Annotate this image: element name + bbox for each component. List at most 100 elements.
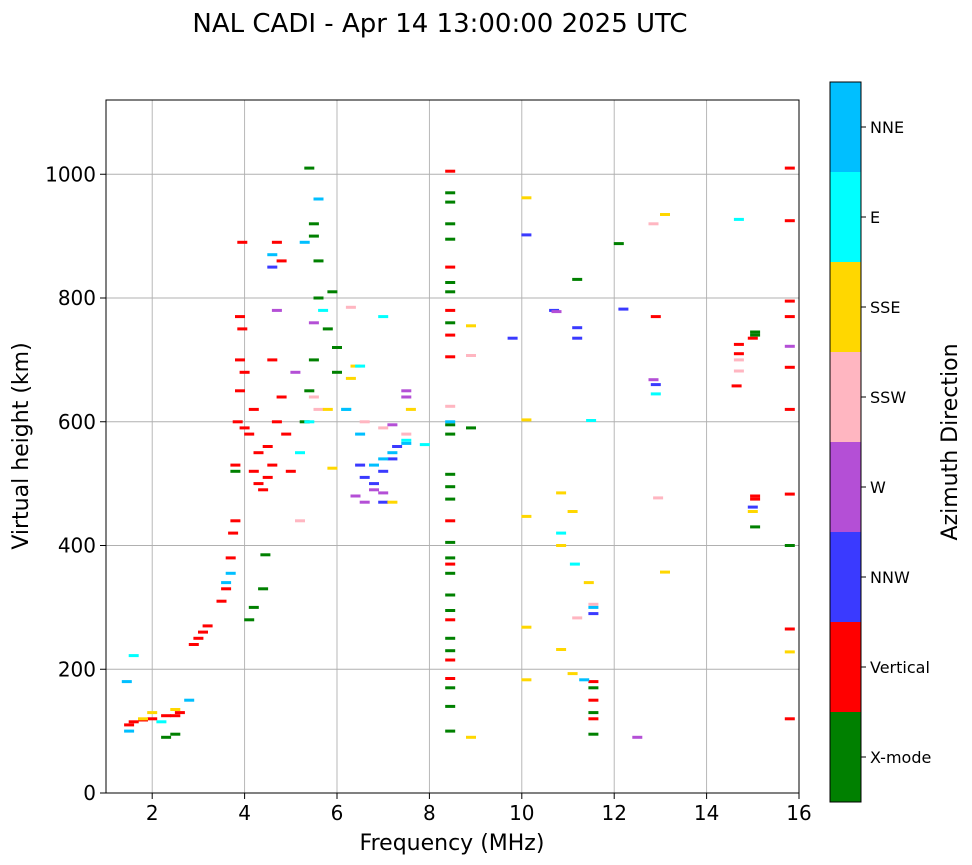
data-point-w (350, 494, 361, 498)
data-point-nne (121, 680, 132, 684)
x-tick-label: 14 (694, 801, 719, 825)
data-point-e (733, 217, 744, 221)
data-point-x-mode (750, 525, 761, 529)
data-point-w (378, 491, 389, 495)
data-point-nnw (378, 500, 389, 504)
data-point-x-mode (332, 370, 342, 374)
data-point-x-mode (445, 729, 456, 733)
data-point-vertical (747, 336, 758, 340)
axis-ticks: 2 4 6 8 10 12 14 16 0 200 400 600 800 1000 (45, 162, 812, 825)
data-point-vertical (248, 469, 259, 473)
data-point-x-mode (161, 735, 172, 739)
x-axis-label: Frequency (MHz) (360, 831, 545, 856)
x-tick-label: 12 (601, 801, 626, 825)
data-point-vertical (258, 488, 269, 492)
data-point-sse (387, 500, 398, 504)
colorbar-segment (830, 622, 861, 712)
data-point-e (128, 654, 139, 658)
data-point-w (290, 370, 301, 374)
x-tick-label: 2 (146, 801, 159, 825)
data-point-ssw (572, 616, 583, 620)
data-point-sse (521, 514, 532, 518)
data-point-x-mode (445, 593, 456, 597)
data-point-vertical (784, 219, 795, 223)
data-point-x-mode (445, 556, 456, 560)
data-point-x-mode (445, 571, 456, 575)
data-point-x-mode (445, 222, 456, 226)
data-point-nnw (359, 475, 370, 479)
data-point-vertical (230, 463, 241, 467)
colorbar-title: Azimuth Direction (938, 343, 963, 540)
data-point-ssw (345, 305, 356, 309)
data-point-x-mode (308, 358, 319, 362)
data-point-vertical (281, 432, 292, 436)
data-point-nnw (521, 233, 532, 237)
data-point-x-mode (244, 618, 255, 622)
data-point-x-mode (445, 609, 456, 612)
data-point-x-mode (304, 166, 315, 170)
data-point-ssw (359, 420, 370, 424)
data-point-sse (521, 625, 532, 629)
data-point-vertical (239, 370, 250, 374)
data-point-nnw (378, 469, 389, 473)
data-point-vertical (235, 389, 245, 393)
colorbar-segment (830, 442, 861, 532)
data-point-sse (147, 711, 158, 715)
data-point-sse (345, 376, 356, 380)
data-point-sse (784, 650, 795, 654)
data-point-nne (588, 605, 599, 609)
data-point-nnw (588, 612, 599, 616)
data-point-w (551, 310, 562, 314)
data-point-vertical (445, 333, 456, 337)
data-point-e (419, 443, 430, 447)
data-point-vertical (445, 658, 456, 662)
colorbar-label: X-mode (870, 748, 931, 767)
data-point-vertical (188, 643, 199, 646)
data-point-vertical (267, 463, 278, 467)
x-tick-label: 16 (786, 801, 811, 825)
data-point-w (271, 308, 282, 312)
colorbar-frame (829, 81, 862, 803)
data-point-x-mode (445, 497, 456, 501)
data-point-x-mode (750, 333, 761, 337)
data-point-vertical (588, 717, 599, 721)
colorbar-label: SSE (870, 298, 900, 317)
data-point-x-mode (230, 469, 241, 473)
y-tick-label: 400 (58, 534, 96, 558)
y-tick-label: 600 (58, 410, 96, 434)
data-point-vertical (124, 723, 135, 727)
data-point-sse (327, 466, 338, 470)
data-point-ssw (733, 358, 744, 362)
data-point-vertical (784, 315, 795, 319)
data-point-sse (567, 672, 578, 676)
y-tick-label: 800 (58, 286, 96, 310)
colorbar: X-mode Vertical NNW W SSW SSE E NNE (829, 81, 931, 803)
data-point-ssw (295, 519, 305, 523)
data-point-w (308, 321, 319, 325)
data-point-vertical (784, 299, 795, 303)
data-point-vertical (445, 562, 456, 566)
data-point-x-mode (308, 222, 319, 226)
data-point-x-mode (445, 191, 456, 195)
data-point-nne (225, 571, 236, 575)
data-point-vertical (267, 358, 278, 362)
data-point-vertical (750, 494, 761, 498)
data-point-vertical (733, 352, 744, 356)
x-tick-label: 10 (509, 801, 534, 825)
data-point-sse (405, 407, 416, 411)
data-point-vertical (262, 475, 273, 479)
data-point-e (378, 315, 389, 319)
data-point-nnw (572, 336, 583, 340)
data-point-vertical (174, 711, 185, 715)
data-point-x-mode (445, 540, 456, 544)
data-point-nne (355, 432, 366, 436)
data-point-w (784, 344, 795, 348)
data-point-x-mode (332, 346, 342, 349)
data-point-x-mode (248, 605, 259, 609)
data-point-x-mode (260, 553, 271, 557)
data-point-w (401, 389, 412, 393)
data-point-e (156, 720, 167, 724)
data-point-vertical (445, 308, 456, 312)
data-point-e (295, 451, 305, 455)
data-point-w (359, 500, 370, 504)
